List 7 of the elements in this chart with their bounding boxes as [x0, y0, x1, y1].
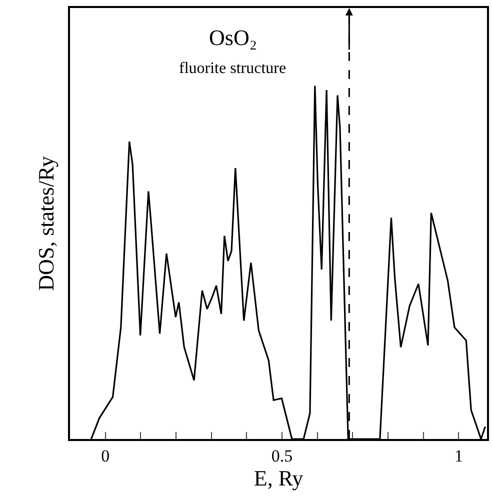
x-tick-label: 0 — [101, 446, 110, 466]
chart-title: OsO₂ — [209, 25, 258, 50]
x-tick-label: 0.5 — [271, 446, 293, 466]
x-axis-title: E, Ry — [254, 465, 304, 490]
y-axis-title: DOS, states/Ry — [33, 156, 58, 291]
chart-subtitle: fluorite structure — [179, 60, 286, 77]
x-tick-label: 1 — [454, 446, 463, 466]
